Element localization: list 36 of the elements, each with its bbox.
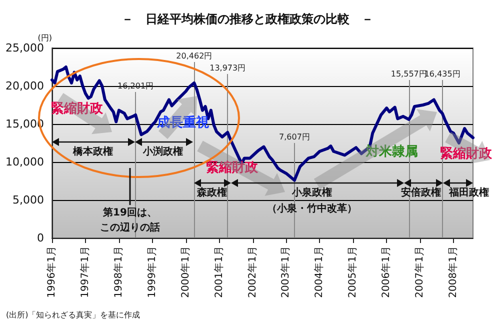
x-tick-label: 2008年1月 — [446, 246, 459, 298]
annotation: 第19回は、 — [102, 206, 157, 218]
y-tick-label: 20,000 — [6, 80, 44, 92]
annotation: この辺りの話 — [100, 222, 160, 234]
annotation: 小泉政権 — [291, 186, 332, 198]
x-tick-label: 2003年1月 — [280, 246, 292, 298]
ref-line-label: 15,557円 — [390, 70, 427, 78]
y-tick-label: 10,000 — [6, 156, 44, 168]
x-tick-label: 2006年1月 — [380, 246, 392, 298]
annotation: 緊縮財政 — [206, 160, 259, 176]
annotation: 緊縮財政 — [440, 146, 493, 162]
ref-line-label: 20,462円 — [176, 52, 212, 60]
annotation: 橋本政権 — [72, 146, 113, 158]
y-tick-label: 25,000 — [6, 42, 44, 54]
annotation: 対米隷属 — [365, 144, 418, 160]
y-tick-label: 5,000 — [12, 194, 44, 206]
chart-title: － 日経平均株価の推移と政権政策の比較 － — [122, 12, 374, 26]
x-tick-label: 1997年1月 — [79, 246, 92, 298]
y-tick-label: 0 — [37, 232, 44, 244]
ref-line-label: 13,973円 — [210, 64, 246, 72]
annotation: 安倍政権 — [401, 186, 441, 198]
ref-line-label: 7,607円 — [279, 132, 310, 142]
x-tick-label: 1996年1月 — [46, 246, 58, 298]
x-tick-label: 2002年1月 — [246, 246, 258, 298]
x-tick-label: 2007年1月 — [414, 246, 426, 298]
x-tick-label: 2000年1月 — [179, 246, 192, 298]
x-tick-label: 2005年1月 — [346, 246, 359, 298]
x-tick-label: 2004年1月 — [313, 246, 326, 298]
x-tick-label: 1998年1月 — [112, 246, 124, 298]
text: (出所)「知られざる真実」を基に作成 — [6, 310, 140, 320]
y-axis-title: (円) — [38, 34, 52, 42]
x-tick-label: 2001年1月 — [212, 246, 225, 298]
annotation: 小渕政権 — [142, 146, 183, 158]
annotation: 森政権 — [196, 186, 227, 198]
annotation: （小泉・竹中改革） — [267, 202, 357, 214]
x-tick-label: 1999年1月 — [146, 246, 158, 298]
